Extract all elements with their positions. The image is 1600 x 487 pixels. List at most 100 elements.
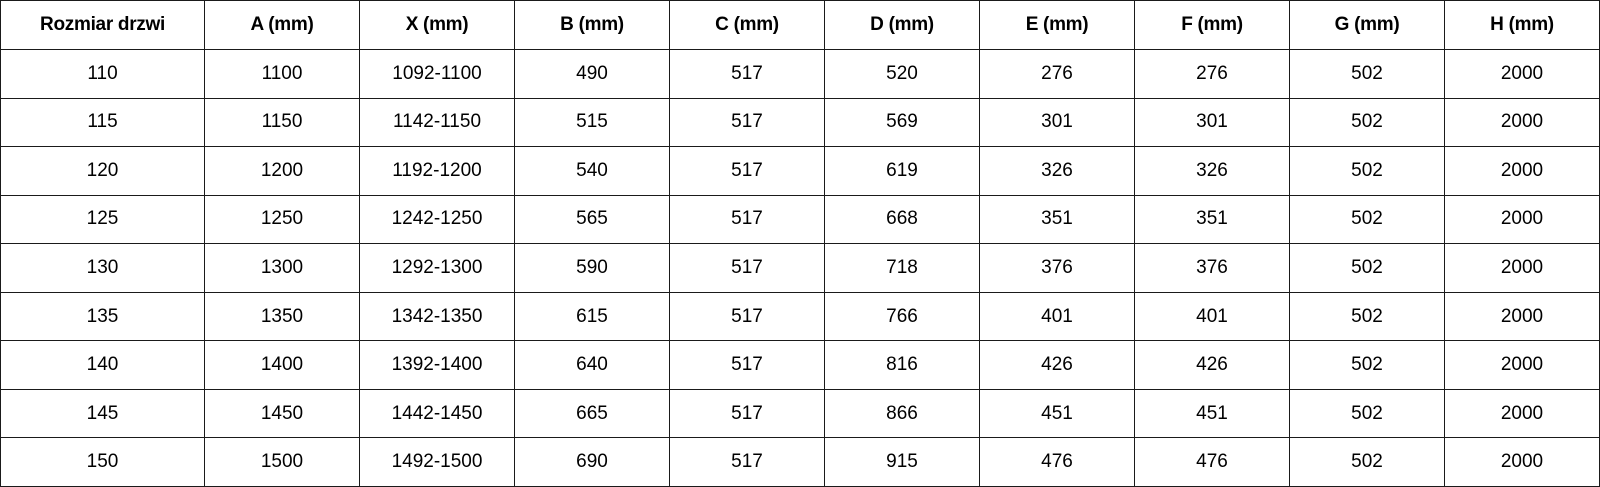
table-cell: 1150: [204, 97, 360, 148]
table-cell: 665: [514, 388, 670, 439]
column-header: B (mm): [514, 0, 670, 50]
table-cell: 1492-1500: [359, 437, 515, 487]
table-cell: 451: [1134, 388, 1290, 439]
table-cell: 150: [0, 437, 205, 487]
table-cell: 2000: [1444, 388, 1600, 439]
table-cell: 1200: [204, 146, 360, 196]
table-cell: 1292-1300: [359, 243, 515, 293]
table-cell: 376: [1134, 243, 1290, 293]
table-cell: 1300: [204, 243, 360, 293]
table-cell: 1342-1350: [359, 291, 515, 342]
table-cell: 2000: [1444, 437, 1600, 487]
table-cell: 2000: [1444, 243, 1600, 293]
table-row: 130 1300 1292-1300 590 517 718 376 376 502 2000: [0, 243, 1600, 293]
table-cell: 1242-1250: [359, 194, 515, 245]
table-cell: 502: [1289, 437, 1445, 487]
table-cell: 517: [669, 97, 825, 148]
column-header: A (mm): [204, 0, 360, 50]
table-cell: 615: [514, 291, 670, 342]
table-cell: 2000: [1444, 97, 1600, 148]
table-cell: 301: [979, 97, 1135, 148]
table-cell: 515: [514, 97, 670, 148]
table-cell: 517: [669, 146, 825, 196]
table-cell: 640: [514, 340, 670, 390]
table-cell: 115: [0, 97, 205, 148]
table-cell: 2000: [1444, 340, 1600, 390]
table-cell: 517: [669, 243, 825, 293]
column-header: H (mm): [1444, 0, 1600, 50]
table-cell: 816: [824, 340, 980, 390]
table-cell: 301: [1134, 97, 1290, 148]
table-cell: 2000: [1444, 194, 1600, 245]
table-cell: 517: [669, 437, 825, 487]
table-cell: 1192-1200: [359, 146, 515, 196]
column-header: E (mm): [979, 0, 1135, 50]
table-cell: 1142-1150: [359, 97, 515, 148]
table-row: 140 1400 1392-1400 640 517 816 426 426 502 2000: [0, 340, 1600, 390]
table-cell: 276: [1134, 49, 1290, 99]
table-cell: 426: [1134, 340, 1290, 390]
table-cell: 2000: [1444, 49, 1600, 99]
table-cell: 2000: [1444, 146, 1600, 196]
table-cell: 1250: [204, 194, 360, 245]
column-header: Rozmiar drzwi: [0, 0, 205, 50]
table-cell: 1500: [204, 437, 360, 487]
table-cell: 540: [514, 146, 670, 196]
table-cell: 619: [824, 146, 980, 196]
table-cell: 517: [669, 49, 825, 99]
column-header: X (mm): [359, 0, 515, 50]
table-cell: 520: [824, 49, 980, 99]
table-cell: 2000: [1444, 291, 1600, 342]
table-row: 145 1450 1442-1450 665 517 866 451 451 502 2000: [0, 388, 1600, 439]
table-cell: 401: [1134, 291, 1290, 342]
table-cell: 502: [1289, 388, 1445, 439]
table-cell: 517: [669, 291, 825, 342]
table-cell: 1092-1100: [359, 49, 515, 99]
table-row: 125 1250 1242-1250 565 517 668 351 351 502 2000: [0, 194, 1600, 245]
table-cell: 326: [1134, 146, 1290, 196]
table-cell: 490: [514, 49, 670, 99]
table-cell: 569: [824, 97, 980, 148]
table-cell: 476: [979, 437, 1135, 487]
table-cell: 690: [514, 437, 670, 487]
table-cell: 502: [1289, 243, 1445, 293]
table-cell: 451: [979, 388, 1135, 439]
column-header: F (mm): [1134, 0, 1290, 50]
table-cell: 668: [824, 194, 980, 245]
table-cell: 1100: [204, 49, 360, 99]
table-cell: 1450: [204, 388, 360, 439]
table-row: 115 1150 1142-1150 515 517 569 301 301 502 2000: [0, 97, 1600, 148]
table-cell: 1392-1400: [359, 340, 515, 390]
table-cell: 401: [979, 291, 1135, 342]
table-row: 135 1350 1342-1350 615 517 766 401 401 502 2000: [0, 291, 1600, 342]
table-cell: 718: [824, 243, 980, 293]
table-cell: 130: [0, 243, 205, 293]
column-header: G (mm): [1289, 0, 1445, 50]
table-cell: 915: [824, 437, 980, 487]
table-cell: 351: [1134, 194, 1290, 245]
table-cell: 502: [1289, 49, 1445, 99]
table-cell: 1400: [204, 340, 360, 390]
table-cell: 120: [0, 146, 205, 196]
table-cell: 766: [824, 291, 980, 342]
column-header: C (mm): [669, 0, 825, 50]
table-cell: 140: [0, 340, 205, 390]
table-cell: 517: [669, 194, 825, 245]
table-row: 120 1200 1192-1200 540 517 619 326 326 502 2000: [0, 146, 1600, 196]
table-cell: 502: [1289, 340, 1445, 390]
table-cell: 476: [1134, 437, 1290, 487]
table-cell: 866: [824, 388, 980, 439]
table-cell: 125: [0, 194, 205, 245]
table-cell: 426: [979, 340, 1135, 390]
table-cell: 517: [669, 340, 825, 390]
table-row: 150 1500 1492-1500 690 517 915 476 476 502 2000: [0, 437, 1600, 487]
table-cell: 1350: [204, 291, 360, 342]
table-cell: 145: [0, 388, 205, 439]
table-cell: 565: [514, 194, 670, 245]
column-header: D (mm): [824, 0, 980, 50]
table-cell: 502: [1289, 97, 1445, 148]
table-cell: 110: [0, 49, 205, 99]
table-cell: 517: [669, 388, 825, 439]
table-cell: 502: [1289, 291, 1445, 342]
table-cell: 135: [0, 291, 205, 342]
